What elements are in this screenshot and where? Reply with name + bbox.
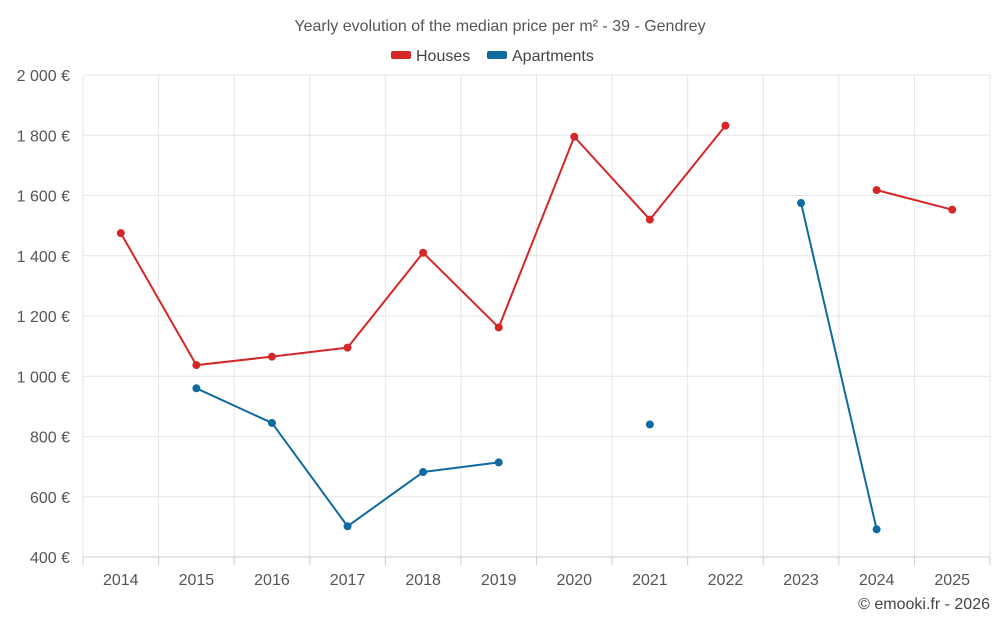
data-point-houses[interactable] bbox=[419, 248, 428, 257]
data-point-houses[interactable] bbox=[948, 205, 957, 214]
legend-label-houses: Houses bbox=[416, 48, 470, 65]
legend-swatch-houses bbox=[391, 51, 411, 59]
x-tick-label: 2023 bbox=[783, 572, 819, 589]
y-axis-ticks: 400 € 600 € 800 € 1 000 € 1 200 € 1 400 € 1 60… bbox=[17, 68, 70, 567]
data-point-apartments[interactable] bbox=[343, 522, 352, 531]
data-point-houses[interactable] bbox=[721, 121, 730, 130]
data-point-houses[interactable] bbox=[267, 352, 276, 361]
series-line-houses bbox=[119, 124, 727, 367]
y-tick-label: 1 400 € bbox=[17, 249, 70, 266]
y-tick-label: 600 € bbox=[30, 490, 70, 507]
series-apartments bbox=[192, 199, 881, 534]
series-line-apartments bbox=[800, 202, 878, 531]
data-point-houses[interactable] bbox=[872, 186, 881, 195]
data-point-apartments[interactable] bbox=[267, 418, 276, 427]
data-point-apartments[interactable] bbox=[872, 525, 881, 534]
chart-title: Yearly evolution of the median price per… bbox=[294, 18, 705, 35]
data-point-houses[interactable] bbox=[343, 343, 352, 352]
legend: Houses Apartments bbox=[391, 48, 594, 65]
x-tick-label: 2024 bbox=[859, 572, 895, 589]
data-point-houses[interactable] bbox=[570, 132, 579, 141]
x-tick-label: 2017 bbox=[330, 572, 366, 589]
data-point-apartments[interactable] bbox=[192, 384, 201, 393]
x-tick-label: 2015 bbox=[179, 572, 215, 589]
x-tick-label: 2025 bbox=[934, 572, 970, 589]
legend-swatch-apartments bbox=[487, 51, 507, 59]
data-point-apartments[interactable] bbox=[645, 420, 654, 429]
x-tick-label: 2020 bbox=[556, 572, 592, 589]
x-tick-label: 2018 bbox=[405, 572, 441, 589]
series-line-apartments bbox=[195, 387, 500, 528]
x-tick-label: 2019 bbox=[481, 572, 517, 589]
data-point-apartments[interactable] bbox=[419, 468, 428, 477]
data-point-apartments[interactable] bbox=[797, 199, 806, 208]
legend-item-apartments[interactable]: Apartments bbox=[487, 48, 594, 65]
legend-item-houses[interactable]: Houses bbox=[391, 48, 470, 65]
y-tick-label: 2 000 € bbox=[17, 68, 70, 85]
y-tick-label: 400 € bbox=[30, 550, 70, 567]
legend-label-apartments: Apartments bbox=[512, 48, 594, 65]
data-point-houses[interactable] bbox=[116, 229, 125, 238]
credit-text: © emooki.fr - 2026 bbox=[858, 596, 990, 613]
x-axis-ticks: 2014 2015 2016 2017 2018 2019 2020 2021 2022 2023… bbox=[103, 572, 970, 589]
data-point-houses[interactable] bbox=[645, 215, 654, 224]
y-tick-label: 1 600 € bbox=[17, 189, 70, 206]
y-tick-label: 1 800 € bbox=[17, 128, 70, 145]
x-tick-label: 2021 bbox=[632, 572, 668, 589]
x-tick-label: 2016 bbox=[254, 572, 290, 589]
y-tick-label: 1 000 € bbox=[17, 369, 70, 386]
data-point-apartments[interactable] bbox=[494, 458, 503, 467]
grid bbox=[82, 74, 991, 565]
data-point-houses[interactable] bbox=[494, 323, 503, 332]
y-tick-label: 1 200 € bbox=[17, 309, 70, 326]
x-tick-label: 2014 bbox=[103, 572, 139, 589]
x-tick-label: 2022 bbox=[708, 572, 744, 589]
series-houses bbox=[116, 121, 957, 370]
series-line-houses bbox=[875, 189, 954, 211]
y-tick-label: 800 € bbox=[30, 430, 70, 447]
data-point-houses[interactable] bbox=[192, 361, 201, 370]
series-layer bbox=[116, 121, 957, 534]
